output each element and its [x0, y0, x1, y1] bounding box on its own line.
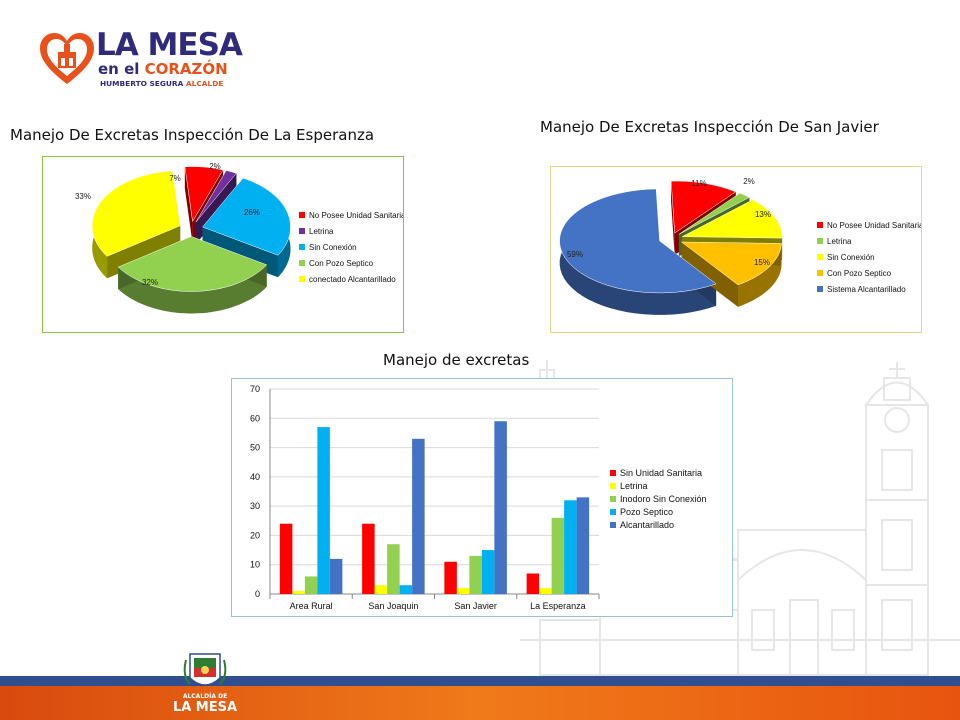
chart-title-manejo-excretas: Manejo de excretas	[383, 351, 530, 369]
bar-la-esperanza-sin-unidad-sanitaria	[526, 573, 540, 594]
pie-data-label-sistema-alcantarillado: 59%	[567, 250, 583, 259]
pie-slice-sin-conexion	[682, 199, 783, 239]
legend-swatch-con-pozo-septico	[299, 260, 305, 266]
bar-la-esperanza-pozo-septico	[564, 500, 577, 594]
bar-la-esperanza-letrina	[539, 588, 552, 594]
pie-data-label-conectado-alcantarillado: 33%	[75, 192, 91, 201]
pie-slice-con-pozo-septico	[117, 236, 268, 292]
footer-label-big: LA MESA	[172, 700, 238, 715]
legend-label-no-posee-unidad-sanitaria: No Posee Unidad Sanitaria	[827, 221, 921, 230]
y-tick-label-40: 40	[250, 472, 260, 482]
bar-la-esperanza-inodoro-sin-conexion	[551, 517, 565, 594]
x-tick-label-la-esperanza: La Esperanza	[530, 601, 586, 611]
bar-san-joaquin-sin-unidad-sanitaria	[362, 523, 375, 594]
x-tick-label-area-rural: Area Rural	[290, 601, 333, 611]
legend-label-inodoro-sin-conexion: Inodoro Sin Conexión	[620, 494, 707, 504]
pie-slice-no-posee-unidad-sanitaria	[184, 166, 224, 223]
x-tick-label-san-joaquin: San Joaquin	[368, 601, 418, 611]
bar-san-joaquin-alcantarillado	[412, 438, 425, 594]
bar-area-rural-alcantarillado	[329, 558, 343, 594]
pie-slice-conectado-alcantarillado	[91, 170, 181, 257]
x-tick-label-san-javier: San Javier	[454, 601, 497, 611]
y-tick-label-10: 10	[250, 560, 260, 570]
pie-data-label-sin-conexion: 26%	[244, 208, 260, 217]
bar-san-joaquin-letrina	[374, 585, 388, 594]
pie-data-label-sin-conexion: 13%	[755, 210, 771, 219]
pie-slice-letrina	[678, 192, 750, 235]
bar-san-javier-alcantarillado	[494, 421, 507, 594]
logo-title: LA MESA	[96, 27, 243, 63]
logo-tagline: HUMBERTO SEGURA ALCALDE	[100, 79, 224, 88]
legend-swatch-sistema-alcantarillado	[817, 286, 823, 292]
legend-swatch-sin-conexion	[817, 254, 823, 260]
bar-san-joaquin-pozo-septico	[399, 585, 413, 594]
legend-label-con-pozo-septico: Con Pozo Septico	[827, 269, 892, 278]
bar-san-javier-sin-unidad-sanitaria	[444, 561, 457, 594]
chart-title-la-esperanza: Manejo De Excretas Inspección De La Espe…	[10, 126, 375, 144]
bar-san-javier-inodoro-sin-conexion	[469, 555, 482, 594]
legend-label-sistema-alcantarillado: Sistema Alcantarillado	[827, 285, 906, 294]
legend-label-letrina: Letrina	[309, 227, 334, 236]
legend-swatch-letrina	[817, 238, 823, 244]
y-tick-label-70: 70	[250, 384, 260, 394]
bar-san-javier-pozo-septico	[481, 550, 495, 594]
legend-swatch-con-pozo-septico	[817, 270, 823, 276]
pie-slice-con-pozo-septico	[680, 241, 782, 286]
legend-label-alcantarillado: Alcantarillado	[620, 520, 674, 530]
pie-data-label-letrina: 2%	[209, 162, 221, 171]
bar-area-rural-sin-unidad-sanitaria	[279, 523, 293, 594]
legend-label-conectado-alcantarillado: conectado Alcantarillado	[309, 275, 396, 284]
heart-church-icon	[40, 33, 94, 84]
pie-data-label-con-pozo-septico: 15%	[754, 258, 770, 267]
legend-swatch-alcantarillado	[610, 522, 616, 528]
pie-chart-la-esperanza: 7% 2% 26% 32% 33% No Posee Unidad Sanitaria Le…	[42, 156, 404, 333]
pie-chart-san-javier: 11% 2% 13% 15% 59% No Posee Unidad Sanitaria L…	[550, 166, 922, 333]
legend-swatch-letrina	[299, 228, 305, 234]
logo-subtitle: en el CORAZÓN	[98, 60, 228, 78]
bar-san-javier-letrina	[456, 588, 470, 594]
legend-label-pozo-septico: Pozo Septico	[620, 507, 673, 517]
legend-swatch-inodoro-sin-conexion	[610, 496, 616, 502]
legend-swatch-sin-unidad-sanitaria	[610, 470, 616, 476]
legend-label-con-pozo-septico: Con Pozo Septico	[309, 259, 374, 268]
y-tick-label-0: 0	[255, 589, 260, 599]
pie-slice-sistema-alcantarillado	[559, 188, 717, 294]
footer-stripe-orange	[0, 686, 960, 720]
legend-swatch-pozo-septico	[610, 509, 616, 515]
legend-label-sin-conexion: Sin Conexión	[827, 253, 875, 262]
bar-san-joaquin-inodoro-sin-conexion	[387, 544, 400, 594]
pie-data-label-letrina: 2%	[743, 177, 755, 186]
pie-slice-no-posee-unidad-sanitaria	[670, 180, 737, 234]
legend-label-sin-conexion: Sin Conexión	[309, 243, 357, 252]
pie-data-label-no-posee-unidad-sanitaria: 11%	[691, 179, 706, 188]
y-tick-label-50: 50	[250, 443, 260, 453]
legend-swatch-no-posee-unidad-sanitaria	[817, 222, 823, 228]
pie-data-label-con-pozo-septico: 32%	[142, 278, 158, 287]
footer-stripe-blue	[0, 676, 960, 686]
legend-swatch-conectado-alcantarillado	[299, 276, 305, 282]
chart-title-san-javier: Manejo De Excretas Inspección De San Jav…	[540, 118, 879, 136]
la-mesa-logo: LA MESA en el CORAZÓN HUMBERTO SEGURA AL…	[38, 28, 243, 92]
legend-label-sin-unidad-sanitaria: Sin Unidad Sanitaria	[620, 468, 702, 478]
legend-label-letrina: Letrina	[827, 237, 852, 246]
footer-label-small: ALCALDÍA DE	[182, 693, 228, 700]
y-tick-label-20: 20	[250, 530, 260, 540]
legend-swatch-sin-conexion	[299, 244, 305, 250]
pie-slice-sin-conexion	[202, 177, 291, 256]
legend-label-no-posee-unidad-sanitaria: No Posee Unidad Sanitaria	[309, 211, 403, 220]
pie-data-label-no-posee-unidad-sanitaria: 7%	[169, 174, 181, 183]
pie-slice-letrina	[195, 170, 237, 223]
legend-swatch-letrina	[610, 483, 616, 489]
legend-label-letrina: Letrina	[620, 481, 648, 491]
bar-area-rural-pozo-septico	[317, 427, 330, 594]
bar-chart-manejo-excretas: 0 10 20 30 40 50 60 70 Area Rural San Joaquin San …	[231, 378, 733, 617]
y-tick-label-30: 30	[250, 501, 260, 511]
alcaldia-crest-icon	[183, 653, 227, 686]
y-tick-label-60: 60	[250, 413, 260, 423]
bar-area-rural-letrina	[292, 591, 305, 594]
bar-area-rural-inodoro-sin-conexion	[304, 576, 318, 594]
legend-swatch-no-posee-unidad-sanitaria	[299, 212, 305, 218]
bar-la-esperanza-alcantarillado	[576, 497, 590, 594]
